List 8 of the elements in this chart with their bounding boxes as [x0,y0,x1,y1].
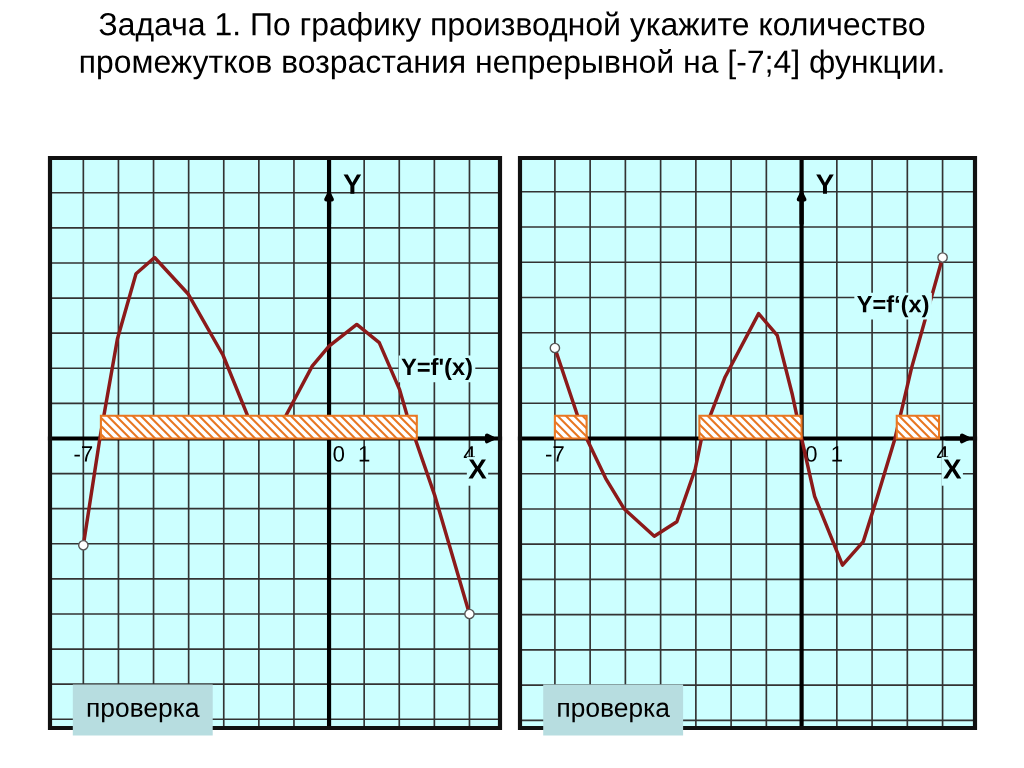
annotation: Y=f'(x) [401,357,472,380]
text: проверка [87,702,200,723]
text: проверка [558,702,670,723]
y-axis-title: Y [816,174,834,194]
chart-title: Задача 1. По графику производной укажите количество промежутков возрастания непрерывной на [-7;4] функции. [80,11,943,80]
annotation: Y=f‘(x) [857,295,929,318]
y-axis-title: Y [343,174,362,194]
x-tick-label: 0 [333,446,345,462]
